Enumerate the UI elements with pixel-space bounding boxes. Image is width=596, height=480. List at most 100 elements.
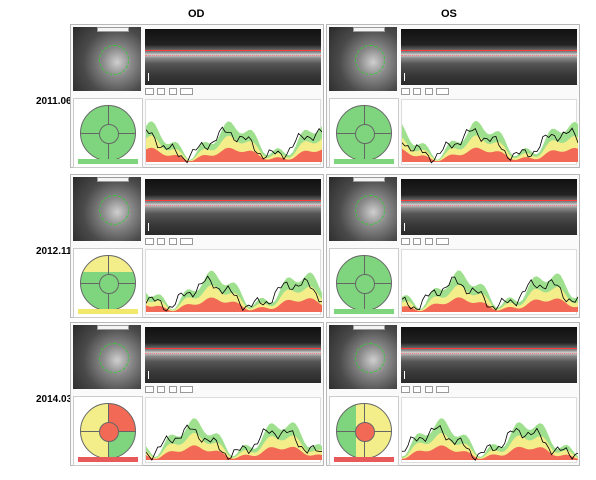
scan-controls[interactable] — [145, 88, 321, 96]
sector-chart — [73, 248, 143, 318]
sector-chart — [73, 396, 143, 466]
oct-report-panel — [326, 322, 580, 466]
control-button[interactable] — [412, 88, 422, 95]
fundus-image — [73, 177, 141, 241]
scale-bar — [404, 73, 405, 81]
normative-band — [402, 135, 578, 162]
rnfl-profile-line — [402, 424, 578, 461]
bscan-image — [145, 179, 321, 235]
classification-bar — [78, 309, 138, 314]
scan-circle-icon — [99, 45, 129, 75]
fundus-flag — [353, 27, 385, 32]
classification-bar — [334, 309, 394, 314]
control-dropdown[interactable] — [436, 386, 449, 393]
segmentation-line — [145, 348, 321, 349]
scan-controls[interactable] — [145, 386, 321, 394]
segmentation-line — [401, 50, 577, 51]
oct-report-panel — [70, 174, 324, 318]
normative-band — [402, 147, 578, 162]
segmentation-line — [401, 353, 577, 354]
rnfl-profile-line — [146, 126, 322, 164]
segmentation-line — [145, 205, 321, 206]
profile-chart — [402, 270, 578, 312]
classification-bar — [78, 159, 138, 164]
bscan-image — [145, 327, 321, 383]
fundus-image — [329, 325, 397, 389]
segmentation-line — [401, 55, 577, 56]
control-button[interactable] — [401, 386, 410, 393]
scan-controls[interactable] — [401, 238, 577, 246]
scan-circle-icon — [99, 195, 129, 225]
profile-chart — [146, 121, 322, 164]
bscan-image — [145, 29, 321, 85]
classification-bar — [78, 457, 138, 462]
control-dropdown[interactable] — [180, 386, 193, 393]
scan-controls[interactable] — [401, 88, 577, 96]
control-button[interactable] — [145, 88, 154, 95]
control-button[interactable] — [168, 88, 178, 95]
profile-chart — [146, 270, 322, 312]
segmentation-line — [401, 348, 577, 349]
segmentation-line — [401, 205, 577, 206]
rnfl-thickness-plot — [401, 99, 578, 165]
profile-chart — [402, 418, 578, 461]
control-button[interactable] — [424, 386, 434, 393]
scan-circle-icon — [99, 343, 129, 373]
control-dropdown[interactable] — [180, 238, 193, 245]
classification-bar — [334, 457, 394, 462]
control-button[interactable] — [156, 386, 166, 393]
rnfl-thickness-plot — [401, 397, 578, 463]
control-button[interactable] — [401, 238, 410, 245]
sector-chart — [73, 98, 143, 168]
date-label-2011: 2011.06 — [36, 96, 72, 107]
sector-inner — [355, 124, 375, 144]
control-button[interactable] — [424, 88, 434, 95]
header-os: OS — [441, 8, 457, 20]
rnfl-thickness-plot — [145, 397, 322, 463]
fundus-image — [329, 177, 397, 241]
rnfl-profile-line — [146, 424, 322, 461]
control-button[interactable] — [156, 238, 166, 245]
segmentation-line — [401, 200, 577, 201]
bscan-image — [401, 179, 577, 235]
oct-report-panel — [326, 174, 580, 318]
segmentation-line — [145, 200, 321, 201]
scan-controls[interactable] — [401, 386, 577, 394]
scan-controls[interactable] — [145, 238, 321, 246]
scale-bar — [148, 223, 149, 231]
rnfl-profile-line — [146, 275, 322, 312]
sector-circle — [80, 255, 136, 311]
control-button[interactable] — [424, 238, 434, 245]
fundus-flag — [97, 325, 129, 330]
control-button[interactable] — [412, 386, 422, 393]
control-dropdown[interactable] — [436, 88, 449, 95]
bscan-image — [401, 29, 577, 85]
normative-band — [146, 297, 322, 312]
oct-report-panel — [70, 24, 324, 168]
control-button[interactable] — [145, 386, 154, 393]
scan-circle-icon — [355, 45, 385, 75]
normative-band — [146, 147, 322, 162]
rnfl-profile-line — [402, 276, 578, 311]
control-button[interactable] — [401, 88, 410, 95]
scale-bar — [404, 371, 405, 379]
scale-bar — [404, 223, 405, 231]
sector-inner — [99, 124, 119, 144]
fundus-image — [329, 27, 397, 91]
rnfl-profile-line — [402, 127, 578, 164]
sector-circle — [336, 403, 392, 459]
control-button[interactable] — [412, 238, 422, 245]
normative-band — [146, 445, 322, 460]
control-button[interactable] — [156, 88, 166, 95]
fundus-flag — [97, 177, 129, 182]
classification-bar — [334, 159, 394, 164]
sector-inner — [99, 274, 119, 294]
control-button[interactable] — [168, 238, 178, 245]
sector-chart — [329, 248, 399, 318]
control-dropdown[interactable] — [436, 238, 449, 245]
scale-bar — [148, 73, 149, 81]
control-dropdown[interactable] — [180, 88, 193, 95]
control-button[interactable] — [145, 238, 154, 245]
control-button[interactable] — [168, 386, 178, 393]
sector-circle — [80, 105, 136, 161]
